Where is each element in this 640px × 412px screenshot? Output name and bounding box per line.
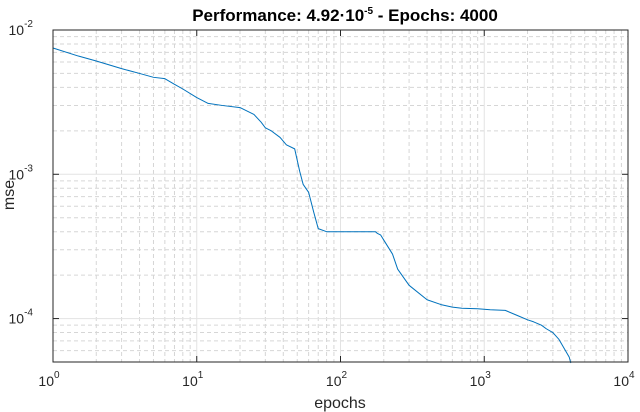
axes-box: [52, 29, 629, 363]
chart-title: Performance: 4.92·10-5 - Epochs: 4000: [192, 6, 498, 25]
y-tick-label: 10-4: [9, 308, 34, 327]
x-tick-label: 100: [38, 370, 60, 389]
x-axis-label: epochs: [314, 395, 366, 412]
y-axis-label: mse: [1, 180, 18, 210]
x-tick-labels: 100 101 102 103 104: [38, 370, 635, 389]
y-tick-labels: 10-4 10-3 10-2: [9, 19, 34, 327]
y-tick-label: 10-3: [9, 163, 34, 182]
major-grid: [52, 30, 628, 362]
performance-line: [52, 47, 572, 364]
x-tick-label: 101: [182, 370, 204, 389]
x-tick-label: 103: [470, 370, 492, 389]
x-tick-label: 102: [326, 370, 348, 389]
y-tick-label: 10-2: [9, 19, 34, 38]
x-tick-label: 104: [613, 370, 635, 389]
plot-area: [52, 47, 572, 364]
